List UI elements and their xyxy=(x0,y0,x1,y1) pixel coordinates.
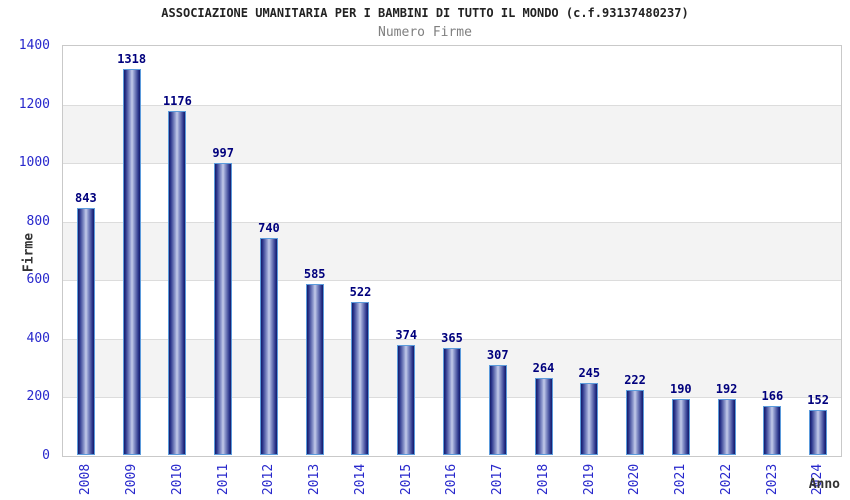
y-tick-label: 1000 xyxy=(18,155,50,171)
bar xyxy=(397,345,415,455)
bar xyxy=(260,238,278,455)
bar xyxy=(580,383,598,455)
y-tick-label: 1400 xyxy=(18,38,50,53)
plot-band xyxy=(63,104,841,164)
x-tick-label: 2018 xyxy=(536,463,552,496)
plot-band xyxy=(63,163,841,222)
y-tick-label: 1200 xyxy=(18,96,50,112)
chart-title: ASSOCIAZIONE UMANITARIA PER I BAMBINI DI… xyxy=(161,6,689,20)
chart-subtitle: Numero Firme xyxy=(378,25,472,40)
x-tick-label: 2019 xyxy=(581,463,597,496)
bar xyxy=(489,365,507,455)
bar xyxy=(77,208,95,455)
plot-area xyxy=(62,45,842,457)
bar xyxy=(718,399,736,455)
bar xyxy=(763,406,781,455)
bar-value-label: 222 xyxy=(624,373,646,387)
gridline xyxy=(63,280,841,282)
gridline xyxy=(63,104,841,106)
bar-value-label: 190 xyxy=(669,382,692,396)
gridline xyxy=(63,338,841,340)
x-tick-label: 2009 xyxy=(124,463,140,496)
x-tick-label: 2010 xyxy=(169,463,185,496)
bar xyxy=(214,163,232,455)
bar xyxy=(351,302,369,455)
bar-value-label: 365 xyxy=(441,331,463,345)
gridline xyxy=(63,221,841,223)
gridline xyxy=(63,163,841,165)
y-tick-label: 800 xyxy=(26,213,50,229)
x-axis-title: Anno xyxy=(808,477,840,492)
bar-value-label: 152 xyxy=(807,393,829,407)
bar-value-label: 245 xyxy=(578,366,601,380)
y-axis-title: Firme xyxy=(21,232,37,273)
bar xyxy=(123,69,141,455)
bar xyxy=(306,284,324,455)
x-tick-label: 2016 xyxy=(444,463,460,496)
x-tick-label: 2008 xyxy=(78,463,94,496)
plot-band xyxy=(63,221,841,281)
y-tick-label: 200 xyxy=(26,389,50,405)
x-tick-label: 2017 xyxy=(490,463,506,496)
bar-value-label: 307 xyxy=(486,348,509,362)
bar-value-label: 997 xyxy=(212,146,235,160)
plot-band xyxy=(63,46,841,105)
x-tick-label: 2013 xyxy=(307,463,323,496)
x-tick-label: 2022 xyxy=(719,463,735,496)
x-tick-label: 2023 xyxy=(764,463,780,496)
bar-value-label: 192 xyxy=(715,382,738,396)
x-tick-label: 2020 xyxy=(627,463,643,496)
bar xyxy=(672,399,690,455)
bar-value-label: 843 xyxy=(75,191,97,205)
bar xyxy=(168,111,186,455)
bar xyxy=(443,348,461,455)
plot-band xyxy=(63,280,841,339)
bar-value-label: 1318 xyxy=(117,52,147,66)
x-tick-label: 2012 xyxy=(261,463,277,496)
bar-value-label: 166 xyxy=(761,389,784,403)
x-tick-label: 2021 xyxy=(673,463,689,496)
bar xyxy=(535,378,553,455)
x-tick-label: 2015 xyxy=(398,463,414,496)
y-tick-label: 0 xyxy=(42,448,50,463)
bar-value-label: 522 xyxy=(349,285,372,299)
bar xyxy=(809,410,827,455)
x-tick-label: 2011 xyxy=(215,463,231,496)
bar xyxy=(626,390,644,455)
bar-value-label: 1176 xyxy=(162,94,192,108)
y-tick-label: 400 xyxy=(26,330,50,346)
x-tick-label: 2014 xyxy=(352,463,368,496)
bar-value-label: 585 xyxy=(303,267,326,281)
bar-value-label: 374 xyxy=(395,328,418,342)
bar-value-label: 264 xyxy=(532,361,555,375)
bar-value-label: 740 xyxy=(258,221,280,235)
y-tick-label: 600 xyxy=(26,272,50,288)
